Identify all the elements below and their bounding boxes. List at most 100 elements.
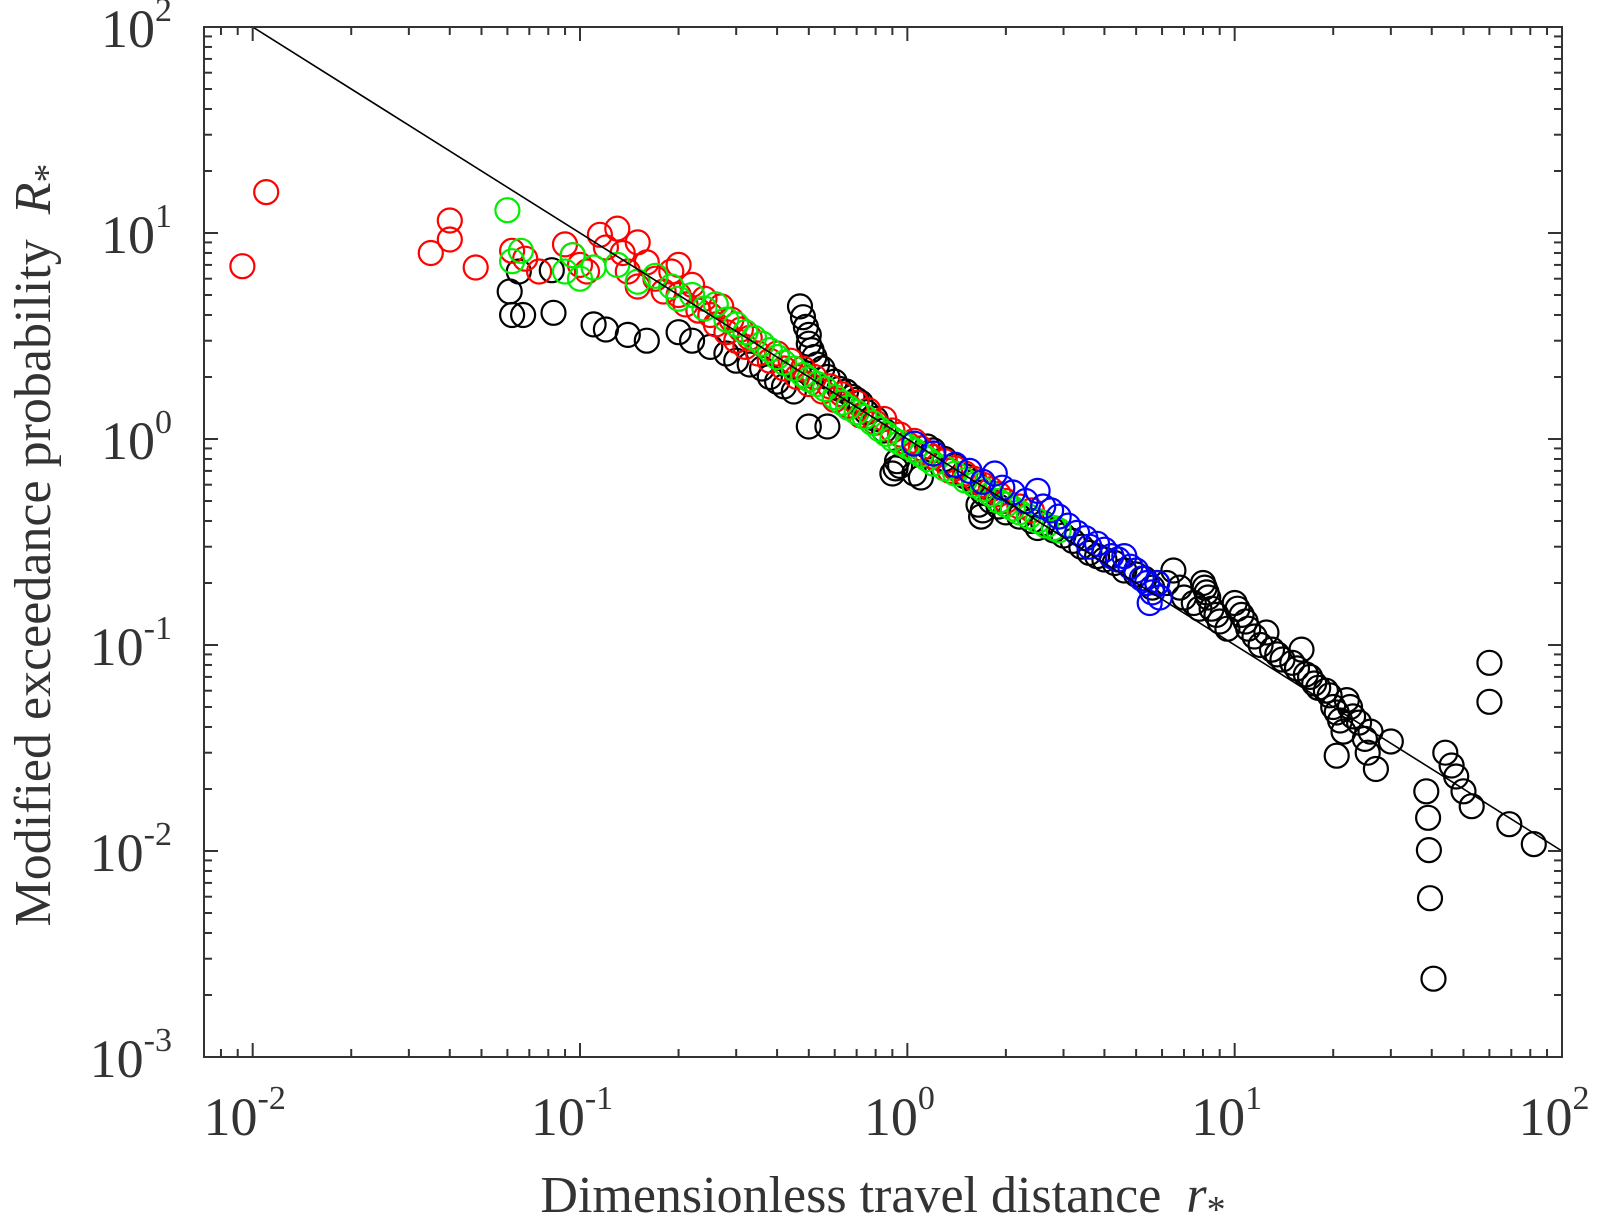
data-point <box>1323 742 1350 769</box>
series-blue <box>901 430 1173 617</box>
data-point <box>436 226 463 253</box>
series-red <box>229 179 1045 524</box>
data-point <box>586 221 614 248</box>
data-point <box>1438 752 1465 779</box>
data-point <box>658 258 685 285</box>
data-point <box>1091 536 1118 563</box>
data-point <box>1458 793 1485 820</box>
data-point <box>229 253 256 280</box>
data-point <box>811 375 839 402</box>
data-point <box>604 215 631 242</box>
data-point <box>1195 584 1222 611</box>
data-point <box>538 257 565 284</box>
data-point <box>1045 503 1072 530</box>
data-point <box>525 258 553 285</box>
data-point <box>1235 615 1262 642</box>
y-tick-label: 102 <box>101 0 172 59</box>
points-layer <box>229 179 1547 992</box>
data-point <box>1241 623 1268 650</box>
y-tick-label: 10-2 <box>90 816 172 883</box>
data-point <box>789 361 817 388</box>
data-point <box>727 316 755 343</box>
data-point <box>665 285 692 312</box>
y-axis-title: Modified exceedance probability R* <box>5 163 69 926</box>
data-point <box>756 363 783 391</box>
data-point <box>566 251 594 278</box>
data-point <box>509 301 537 329</box>
data-point <box>942 451 969 478</box>
reference-line-layer <box>252 26 1563 852</box>
data-point <box>814 413 841 440</box>
data-point <box>1228 601 1255 629</box>
y-tick-label: 101 <box>101 198 172 265</box>
y-tick-labels: 102 101 100 10-1 10-2 10-3 <box>90 0 172 1089</box>
data-point <box>795 413 822 440</box>
data-point <box>507 237 535 264</box>
data-point <box>1496 811 1523 838</box>
data-point <box>1476 688 1503 715</box>
data-point <box>436 207 463 234</box>
x-tick-label: 10-2 <box>204 1080 286 1147</box>
data-point <box>1432 739 1459 766</box>
data-point <box>1316 682 1343 709</box>
data-point <box>1024 477 1051 504</box>
data-point <box>1288 636 1315 663</box>
data-point <box>559 242 586 269</box>
data-point <box>786 293 814 320</box>
data-point <box>992 491 1020 518</box>
data-point <box>1416 885 1444 912</box>
data-point <box>723 327 750 354</box>
data-point <box>498 237 526 264</box>
data-point <box>417 239 444 267</box>
data-point <box>573 258 601 285</box>
data-point <box>1326 707 1354 734</box>
data-point <box>789 304 817 331</box>
data-point <box>1420 965 1447 992</box>
data-point <box>633 327 660 354</box>
data-point <box>1520 830 1547 858</box>
data-point <box>462 254 489 281</box>
data-point <box>1450 778 1477 805</box>
data-point <box>253 179 280 206</box>
reference-line <box>252 26 1563 852</box>
data-point <box>614 321 641 348</box>
data-point <box>999 495 1026 522</box>
data-point <box>678 327 706 354</box>
data-point <box>1362 755 1390 783</box>
data-point <box>1264 641 1291 668</box>
data-point <box>1037 497 1065 524</box>
data-point <box>879 460 906 487</box>
data-point <box>540 299 567 326</box>
y-tick-label: 10-3 <box>90 1022 172 1089</box>
data-point <box>920 440 947 467</box>
y-tick-label: 10-1 <box>90 610 172 677</box>
x-tick-labels: 10-2 10-1 100 101 102 <box>204 1080 1590 1147</box>
data-point <box>1253 619 1280 646</box>
series-black <box>496 257 1547 992</box>
data-point <box>803 370 831 398</box>
plot-frame <box>203 26 1563 1058</box>
x-tick-label: 10-1 <box>531 1080 613 1147</box>
data-point <box>551 258 579 285</box>
axes <box>203 26 1563 1058</box>
data-point <box>1153 569 1180 597</box>
data-point <box>1339 703 1367 730</box>
data-point <box>1224 595 1251 622</box>
data-point <box>748 330 776 357</box>
data-point <box>691 295 718 322</box>
x-tick-label: 100 <box>864 1080 935 1147</box>
data-point <box>1160 557 1187 584</box>
data-point <box>1283 655 1311 682</box>
x-tick-label: 101 <box>1191 1080 1262 1147</box>
data-point <box>672 291 699 318</box>
data-point <box>494 197 521 224</box>
data-point <box>1476 649 1503 676</box>
data-point <box>1414 804 1442 831</box>
data-point <box>1247 631 1274 659</box>
data-point <box>828 389 855 416</box>
data-point <box>1258 636 1286 663</box>
data-point <box>580 311 607 338</box>
x-tick-label: 102 <box>1519 1080 1590 1147</box>
data-point <box>1377 728 1404 755</box>
